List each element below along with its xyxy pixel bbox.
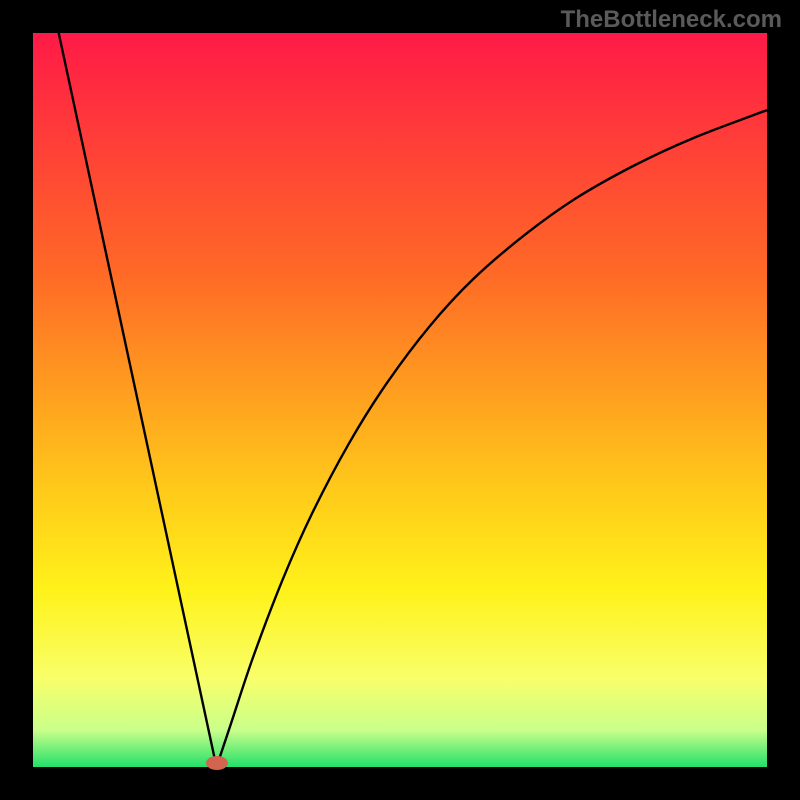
curve-right-branch [217,110,768,767]
chart-frame: TheBottleneck.com [0,0,800,800]
watermark-text: TheBottleneck.com [561,6,782,34]
curve-left-branch [59,33,217,767]
plot-area [33,33,767,767]
minimum-marker [206,756,228,770]
bottleneck-curve [33,33,767,767]
